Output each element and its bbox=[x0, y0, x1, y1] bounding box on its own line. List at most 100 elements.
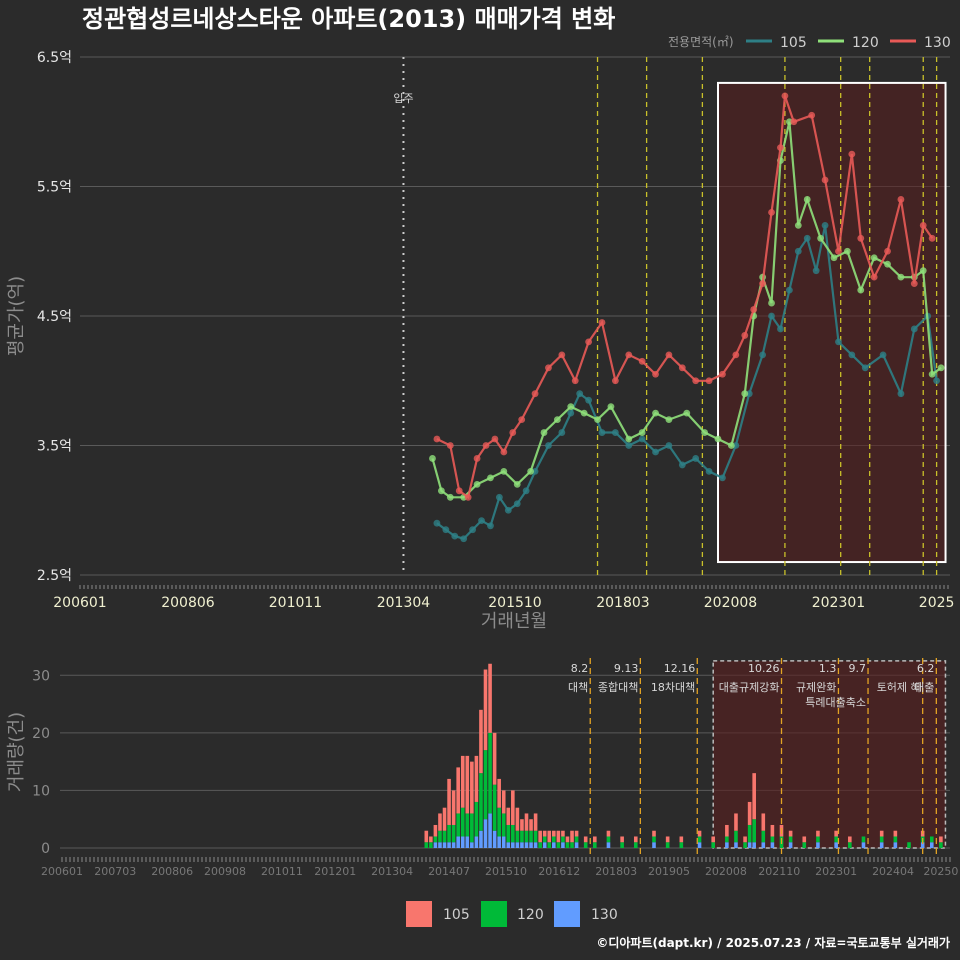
data-point-105 bbox=[785, 286, 793, 294]
volume-bar-105 bbox=[520, 819, 524, 831]
volume-bar-105 bbox=[802, 836, 807, 843]
data-point-105 bbox=[598, 429, 606, 436]
volume-bar-120 bbox=[492, 784, 497, 831]
volume-bar-130 bbox=[488, 813, 492, 848]
price-series bbox=[429, 92, 945, 543]
data-point-130 bbox=[870, 273, 878, 281]
volume-bar-120 bbox=[620, 842, 624, 848]
price-x-tick-label: 202008 bbox=[704, 595, 757, 611]
volume-bar-105 bbox=[429, 836, 433, 843]
volume-bar-120 bbox=[788, 836, 793, 843]
data-point-130 bbox=[732, 351, 740, 359]
volume-x-tick-label: 201803 bbox=[595, 865, 637, 878]
legend-label-120: 120 bbox=[852, 35, 879, 51]
data-point-105 bbox=[460, 535, 468, 543]
volume-bar-130 bbox=[506, 842, 511, 848]
volume-bar-130 bbox=[501, 836, 506, 848]
volume-bar-130 bbox=[725, 842, 729, 848]
volume-x-tick-label: 201407 bbox=[428, 865, 470, 878]
data-point-105 bbox=[567, 409, 575, 417]
volume-bar-105 bbox=[488, 663, 492, 733]
data-point-105 bbox=[665, 442, 673, 449]
data-point-130 bbox=[665, 351, 673, 359]
volume-x-tick-label: 202404 bbox=[872, 865, 914, 878]
volume-bar-105 bbox=[834, 830, 838, 837]
data-point-120 bbox=[817, 234, 825, 242]
volume-bar-130 bbox=[834, 842, 838, 848]
data-point-120 bbox=[857, 286, 865, 294]
volume-x-tick-label: 200601 bbox=[41, 865, 83, 878]
volume-bar-105 bbox=[711, 836, 715, 843]
volume-bar-105 bbox=[770, 824, 775, 837]
volume-bar-130 bbox=[492, 830, 497, 848]
data-point-130 bbox=[835, 247, 842, 255]
x-axis-label: 거래년월 bbox=[481, 611, 547, 632]
data-point-130 bbox=[678, 364, 686, 372]
volume-y-tick-label: 10 bbox=[32, 783, 50, 799]
volume-bar-120 bbox=[574, 836, 579, 843]
volume-bar-105 bbox=[574, 830, 579, 837]
event-date-label: 1.3 bbox=[819, 662, 837, 675]
volume-bar-130 bbox=[479, 830, 483, 848]
volume-bar-130 bbox=[442, 842, 447, 848]
data-point-120 bbox=[638, 429, 646, 436]
data-point-120 bbox=[928, 370, 936, 378]
volume-y-tick-label: 20 bbox=[32, 726, 50, 742]
volume-bar-120 bbox=[570, 842, 574, 848]
volume-bar-130 bbox=[456, 836, 460, 848]
data-point-105 bbox=[812, 267, 820, 275]
data-point-105 bbox=[652, 448, 659, 456]
volume-bar-105 bbox=[515, 807, 520, 831]
data-point-105 bbox=[522, 487, 530, 495]
data-point-120 bbox=[437, 487, 445, 495]
data-point-120 bbox=[487, 474, 494, 482]
data-point-120 bbox=[607, 403, 615, 411]
volume-bar-120 bbox=[465, 813, 470, 837]
data-point-130 bbox=[750, 306, 758, 313]
volume-bar-105 bbox=[665, 836, 670, 843]
price-gridlines bbox=[79, 56, 950, 589]
event-label: 토허제 해 bbox=[877, 680, 921, 694]
volume-bar-105 bbox=[565, 836, 570, 843]
volume-bar-130 bbox=[438, 842, 442, 848]
volume-bar-130 bbox=[920, 842, 925, 848]
volume-bar-120 bbox=[652, 836, 656, 843]
data-point-105 bbox=[719, 474, 726, 482]
volume-bar-105 bbox=[633, 836, 638, 843]
data-point-105 bbox=[478, 517, 485, 525]
volume-bar-120 bbox=[743, 842, 747, 848]
top-legend: 전용면적(㎡) 105 120 130 bbox=[668, 35, 951, 51]
data-point-120 bbox=[843, 247, 851, 255]
data-point-130 bbox=[531, 390, 539, 398]
volume-bar-120 bbox=[861, 836, 866, 843]
data-point-105 bbox=[504, 506, 512, 514]
volume-bar-105 bbox=[479, 709, 483, 774]
data-point-130 bbox=[790, 118, 798, 126]
volume-x-tick-label: 202301 bbox=[815, 865, 857, 878]
volume-bar-105 bbox=[456, 767, 460, 814]
data-point-130 bbox=[919, 221, 927, 229]
data-point-130 bbox=[518, 416, 526, 423]
data-point-130 bbox=[928, 234, 936, 242]
volume-bar-105 bbox=[506, 807, 511, 825]
data-point-120 bbox=[919, 267, 927, 275]
move-in-annotation: 입주 bbox=[393, 92, 413, 105]
volume-bar-120 bbox=[447, 824, 451, 843]
volume-bar-105 bbox=[542, 830, 547, 837]
volume-bar-130 bbox=[470, 842, 474, 848]
volume-bar-130 bbox=[747, 842, 752, 848]
volume-bar-120 bbox=[747, 824, 752, 843]
volume-bar-120 bbox=[879, 836, 884, 843]
volume-bar-120 bbox=[725, 836, 729, 843]
series-120 bbox=[429, 118, 945, 501]
volume-bar-105 bbox=[465, 755, 470, 814]
data-point-105 bbox=[879, 351, 887, 359]
series-line-130 bbox=[436, 95, 934, 500]
volume-bar-120 bbox=[834, 836, 838, 843]
volume-bar-120 bbox=[483, 750, 488, 820]
data-point-130 bbox=[585, 338, 593, 346]
series-130 bbox=[433, 92, 936, 501]
volume-bar-105 bbox=[438, 813, 442, 831]
event-label: 대책 bbox=[568, 681, 588, 694]
